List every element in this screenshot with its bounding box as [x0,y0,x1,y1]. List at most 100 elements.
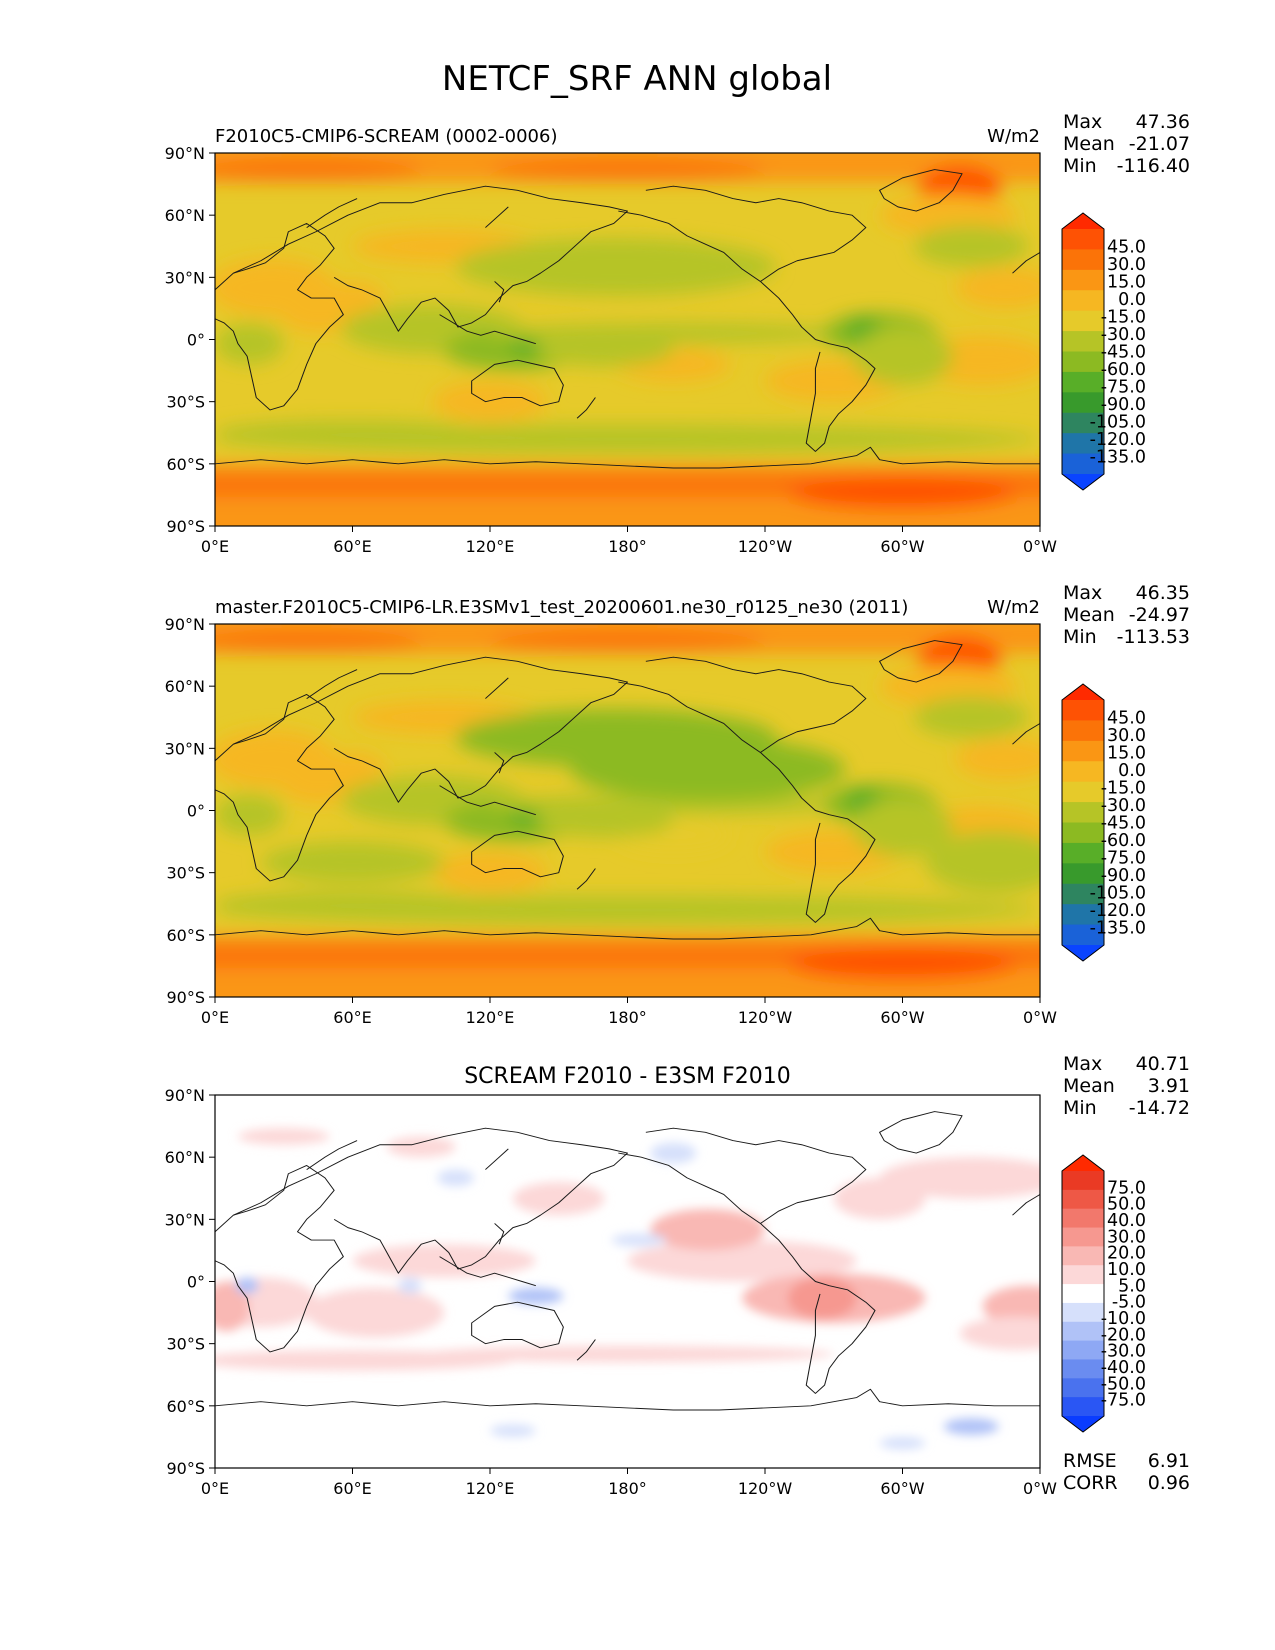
stat-value: 6.91 [1148,1450,1190,1472]
colorbar: -75.0-50.0-40.0-30.0-20.0-10.0-5.05.010.… [1061,1154,1146,1433]
colorbar-bin [1062,1189,1104,1210]
colorbar-bin [1062,842,1104,864]
figure-title: NETCF_SRF ANN global [442,59,832,99]
x-tick-label: 60°E [333,537,371,556]
y-tick-label: 0° [187,802,205,821]
panel-title: master.F2010C5-CMIP6-LR.E3SMv1_test_2020… [215,597,908,618]
panel-2: master.F2010C5-CMIP6-LR.E3SMv1_test_2020… [165,582,1190,1027]
y-tick-label: 90°N [165,144,205,163]
colorbar-tick-label: -75.0 [1101,1391,1146,1411]
colorbar-bin [1062,1227,1104,1247]
colorbar-tick-label: 15.0 [1107,744,1146,764]
heatmap-field [215,153,1040,526]
colorbar-bin [1062,331,1104,352]
x-tick-label: 0°E [201,1008,229,1027]
stat-label: CORR [1063,1472,1118,1494]
stat-value: -21.07 [1129,133,1190,155]
x-tick-label: 120°W [738,1008,793,1027]
colorbar-bin [1062,1171,1104,1191]
colorbar-tick-label: -120.0 [1090,901,1146,921]
stat-label: Mean [1063,133,1115,155]
colorbar-bin [1062,269,1104,291]
x-tick-label: 60°E [333,1479,371,1498]
x-tick-label: 120°E [466,537,515,556]
colorbar-bin [1062,412,1104,434]
panel-title: F2010C5-CMIP6-SCREAM (0002-0006) [215,126,557,147]
y-tick-label: 30°N [165,739,205,758]
colorbar-tick-label: 30.0 [1107,255,1146,275]
x-tick-label: 120°W [738,1479,793,1498]
panel-title: SCREAM F2010 - E3SM F2010 [464,1064,791,1089]
colorbar-tick-label: -15.0 [1101,779,1146,799]
x-tick-label: 60°E [333,1008,371,1027]
colorbar-tick-label: -30.0 [1101,325,1146,345]
y-tick-label: 90°N [165,615,205,634]
colorbar: -135.0-120.0-105.0-90.0-75.0-60.0-45.0-3… [1061,683,1146,962]
y-tick-label: 30°S [166,1335,205,1354]
colorbar-bin [1062,433,1104,455]
panel-units: W/m2 [987,597,1040,618]
heatmap-field [215,1095,1040,1468]
colorbar-tick-label: -40.0 [1101,1358,1146,1378]
y-tick-label: 30°S [166,864,205,883]
colorbar-outline [1061,683,1105,962]
x-tick-label: 120°E [466,1479,515,1498]
colorbar-bin [1062,822,1104,844]
x-tick-label: 0°W [1023,1008,1057,1027]
colorbar-tick-label: 75.0 [1107,1178,1146,1198]
colorbar-bin [1062,1321,1104,1342]
colorbar-bin [1062,351,1104,373]
stat-value: 3.91 [1148,1075,1190,1097]
colorbar-tick-label: -75.0 [1101,378,1146,398]
colorbar-bin [1062,863,1104,885]
colorbar-bin [1062,781,1104,803]
y-tick-label: 30°N [165,1210,205,1229]
colorbar-bin [1062,700,1104,721]
y-tick-label: 90°S [166,1459,205,1478]
colorbar-bin [1062,883,1104,905]
colorbar-bin [1062,371,1104,393]
colorbar-tick-label: 40.0 [1107,1211,1146,1231]
colorbar-bin [1062,1378,1104,1398]
colorbar-tick-label: 10.0 [1107,1260,1146,1280]
colorbar-tick-label: 45.0 [1107,709,1146,729]
stat-value: -116.40 [1117,155,1190,177]
x-tick-label: 0°W [1023,1479,1057,1498]
colorbar-tick-label: -20.0 [1101,1325,1146,1345]
colorbar-tick-label: 0.0 [1118,761,1146,781]
colorbar-tick-label: -10.0 [1101,1309,1146,1329]
colorbar-tick-label: -50.0 [1101,1374,1146,1394]
colorbar-bin [1062,904,1104,926]
colorbar-tick-label: 0.0 [1118,290,1146,310]
colorbar-bin [1062,924,1104,946]
x-tick-label: 60°W [880,1479,924,1498]
colorbar-tick-label: -105.0 [1090,413,1146,433]
y-tick-label: 60°N [165,1148,205,1167]
y-tick-label: 60°S [166,455,205,474]
colorbar-bin [1062,802,1104,823]
stat-label: Min [1063,155,1097,177]
colorbar-bin [1062,1302,1104,1323]
x-tick-label: 60°W [880,537,924,556]
stat-label: Max [1063,111,1102,133]
x-tick-label: 180° [608,537,647,556]
stat-label: Mean [1063,604,1115,626]
stat-label: Min [1063,1097,1097,1119]
colorbar: -135.0-120.0-105.0-90.0-75.0-60.0-45.0-3… [1061,212,1146,491]
colorbar-extend-max [1062,1155,1104,1171]
colorbar-tick-label: 15.0 [1107,273,1146,293]
colorbar-bin [1062,249,1104,271]
y-tick-label: 0° [187,1273,205,1292]
colorbar-bin [1062,1359,1104,1379]
y-tick-label: 30°S [166,393,205,412]
y-tick-label: 90°S [166,517,205,536]
stat-label: Min [1063,626,1097,648]
x-tick-label: 120°W [738,537,793,556]
x-tick-label: 0°E [201,1479,229,1498]
panel-1: F2010C5-CMIP6-SCREAM (0002-0006) W/m2 90°N… [165,111,1190,556]
colorbar-bin [1062,453,1104,475]
y-tick-label: 60°S [166,926,205,945]
colorbar-tick-label: 45.0 [1107,238,1146,258]
y-tick-label: 90°S [166,988,205,1007]
colorbar-tick-label: -30.0 [1101,1342,1146,1362]
